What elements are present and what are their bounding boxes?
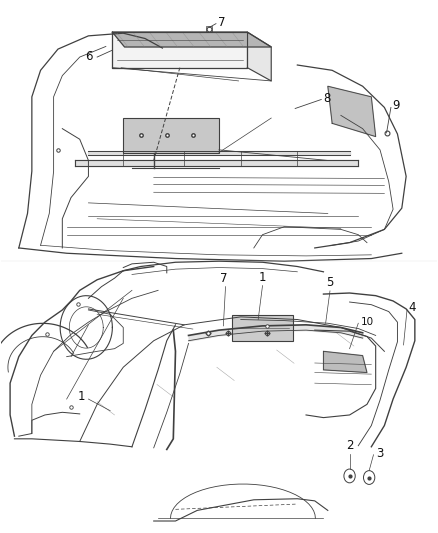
Text: 3: 3 — [376, 447, 383, 459]
Polygon shape — [328, 86, 376, 136]
Text: 9: 9 — [392, 99, 400, 112]
Bar — [232, 316, 293, 341]
Text: 1: 1 — [78, 391, 85, 403]
Text: 7: 7 — [220, 271, 228, 285]
Bar — [123, 118, 219, 152]
Text: 7: 7 — [218, 16, 225, 29]
Text: 2: 2 — [346, 439, 353, 452]
Polygon shape — [113, 32, 271, 47]
Polygon shape — [247, 32, 271, 81]
Text: 4: 4 — [408, 301, 416, 314]
Text: 10: 10 — [360, 317, 374, 327]
Text: 1: 1 — [259, 271, 266, 284]
Text: 8: 8 — [323, 92, 331, 105]
Text: 5: 5 — [326, 276, 334, 289]
Polygon shape — [113, 32, 247, 68]
Text: 6: 6 — [85, 50, 93, 62]
Polygon shape — [323, 351, 367, 373]
